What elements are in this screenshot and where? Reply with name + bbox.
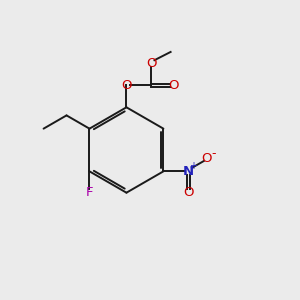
Text: O: O — [121, 79, 132, 92]
Text: O: O — [146, 57, 157, 70]
Text: +: + — [189, 161, 197, 171]
Text: -: - — [211, 147, 215, 160]
Text: O: O — [183, 186, 194, 199]
Text: N: N — [183, 165, 194, 178]
Text: O: O — [202, 152, 212, 165]
Text: O: O — [168, 79, 179, 92]
Text: F: F — [86, 186, 93, 199]
